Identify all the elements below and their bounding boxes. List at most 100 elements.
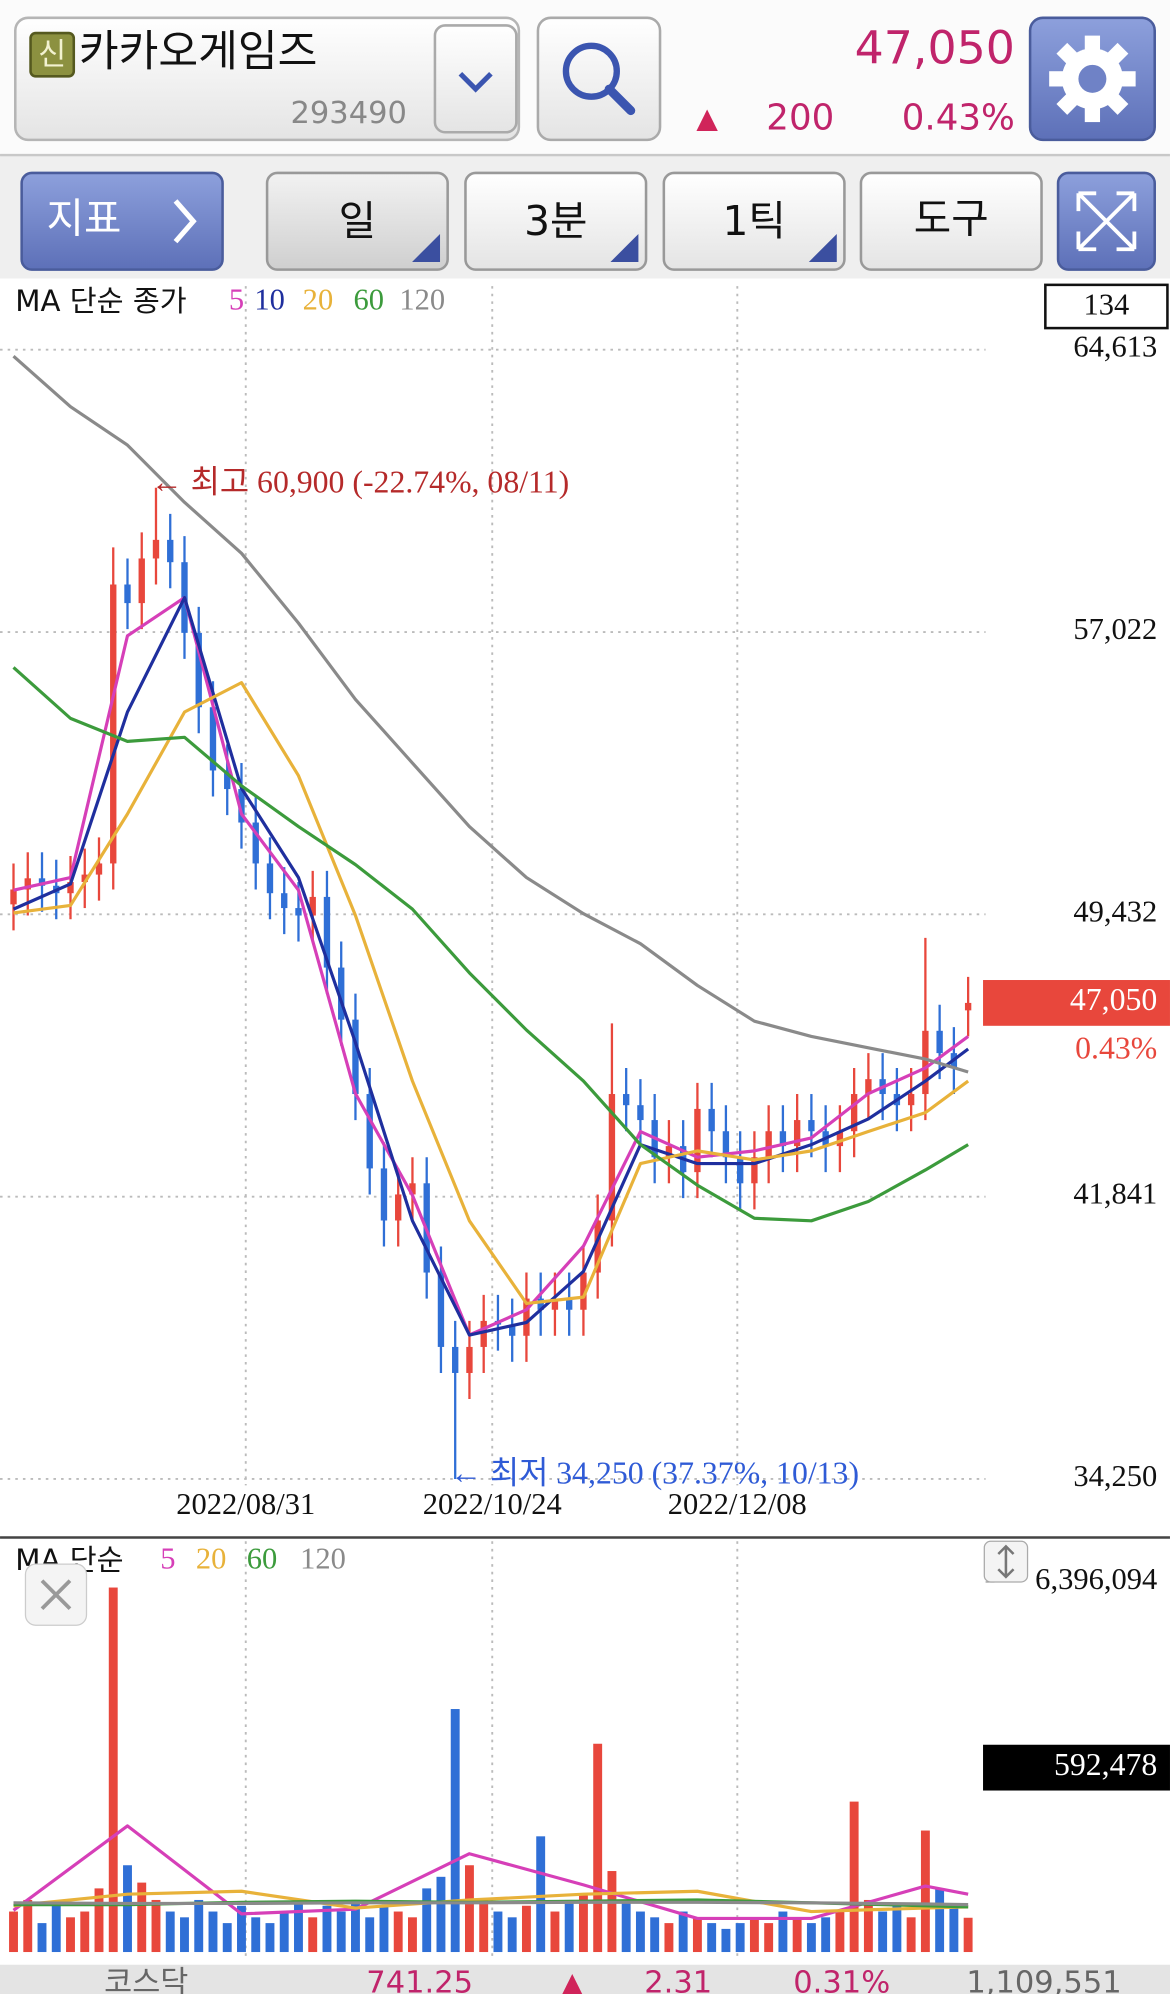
change: 200	[766, 98, 834, 139]
chevron	[458, 71, 493, 93]
volume-bar	[536, 1836, 546, 1953]
volume-bar	[9, 1911, 18, 1953]
volume-bar	[222, 1923, 232, 1953]
candle-body	[366, 1094, 373, 1169]
volume-bar	[137, 1882, 147, 1953]
x-tick-label: 2022/12/08	[668, 1487, 807, 1521]
gear-icon	[1049, 35, 1136, 123]
candle-body	[352, 1019, 359, 1095]
legend-item: 10	[254, 283, 285, 317]
volume-ma-line	[13, 1889, 969, 1914]
volume-bar	[664, 1923, 674, 1953]
volume-bar	[892, 1905, 902, 1953]
volume-bar	[422, 1888, 432, 1953]
candle-body	[751, 1157, 758, 1184]
gear-hole	[1078, 64, 1107, 93]
y-tick-label: 41,841	[1073, 1177, 1157, 1211]
legend-item: 5	[160, 1542, 175, 1576]
volume-bar	[151, 1899, 161, 1953]
tick-button[interactable]	[662, 171, 846, 271]
volume-bar	[408, 1917, 417, 1953]
stock-box[interactable]	[14, 16, 521, 142]
high-note: ← 최고 60,900 (-22.74%, 08/11)	[151, 465, 569, 500]
legend-item: 20	[303, 283, 334, 317]
volume-bar	[165, 1911, 175, 1953]
candle-body	[622, 1094, 630, 1106]
candle-body	[110, 584, 117, 864]
volume-bar	[237, 1905, 246, 1953]
candle-body	[637, 1105, 644, 1121]
candle-body	[67, 882, 74, 894]
volume-bar	[37, 1923, 47, 1953]
volume-bar	[835, 1911, 845, 1953]
volume-bar	[294, 1899, 303, 1953]
index-name: 코스닥	[104, 1965, 188, 1994]
candle-body	[10, 889, 17, 905]
scroll-icon	[997, 1544, 1015, 1579]
volume-bar	[749, 1917, 759, 1953]
volume-bar	[393, 1911, 403, 1953]
candle-body	[722, 1131, 730, 1158]
candle-body	[380, 1168, 388, 1221]
candle-body	[865, 1079, 872, 1095]
ma-line	[12, 355, 969, 1074]
period-button[interactable]	[265, 171, 449, 271]
indicator-button[interactable]	[20, 171, 224, 271]
interval-button[interactable]	[464, 171, 648, 271]
expand-icon	[1076, 191, 1137, 252]
candle-body	[195, 632, 202, 708]
candle-body	[537, 1298, 544, 1310]
candle-body	[708, 1108, 715, 1132]
index-arrow: ▲	[562, 1966, 584, 1994]
volume-bar	[450, 1709, 460, 1953]
volume-bar	[123, 1865, 132, 1953]
volume-bar	[365, 1917, 375, 1953]
volume-bar	[66, 1917, 75, 1953]
volume-bar	[920, 1830, 930, 1953]
footer-bg	[0, 1964, 1170, 1994]
candle-body	[551, 1298, 559, 1310]
candle-body	[936, 1030, 943, 1054]
legend-item: 120	[399, 283, 445, 317]
candle-body	[580, 1272, 587, 1310]
candle-body	[167, 539, 174, 563]
search-handle	[604, 84, 636, 116]
volume-bar	[564, 1899, 574, 1953]
volume-bar	[322, 1905, 332, 1953]
volume-bar	[23, 1899, 33, 1953]
ma-line	[12, 666, 969, 1223]
tools-button[interactable]	[859, 171, 1043, 271]
price: 47,050	[855, 21, 1015, 74]
volume-bar	[935, 1888, 945, 1953]
volume-bar	[593, 1743, 603, 1953]
candle-body	[594, 1220, 601, 1273]
candle-body	[808, 1120, 815, 1132]
candle-body	[338, 967, 345, 1020]
volume-bar	[778, 1911, 788, 1953]
dropdown-button[interactable]	[433, 24, 518, 134]
ma-line	[13, 681, 970, 1306]
price-tag-label: 47,050	[1070, 982, 1157, 1017]
index-volume: 1,109,551	[966, 1965, 1121, 1994]
price-tag	[983, 980, 1170, 1026]
legend-item: 60	[354, 283, 385, 317]
candle-body	[323, 896, 331, 968]
x-tick-label: 2022/10/24	[423, 1487, 562, 1521]
volume-bar	[821, 1917, 831, 1953]
volume-bar	[792, 1917, 802, 1953]
candle-body	[295, 908, 302, 916]
volume-bar	[707, 1923, 717, 1953]
candle-body	[466, 1346, 473, 1373]
legend-item: 5	[229, 283, 244, 317]
stock-code: 293490	[290, 96, 407, 131]
stock-name: 카카오게임즈	[79, 27, 318, 77]
volume-bar	[963, 1917, 973, 1953]
volume-bar	[336, 1911, 346, 1953]
candle-body	[736, 1157, 744, 1184]
search-button[interactable]	[536, 16, 662, 142]
candle-body	[224, 770, 231, 790]
volume-bar	[621, 1899, 631, 1953]
volume-ma-line	[13, 1900, 969, 1907]
index-change-pct: 0.31%	[793, 1965, 890, 1994]
